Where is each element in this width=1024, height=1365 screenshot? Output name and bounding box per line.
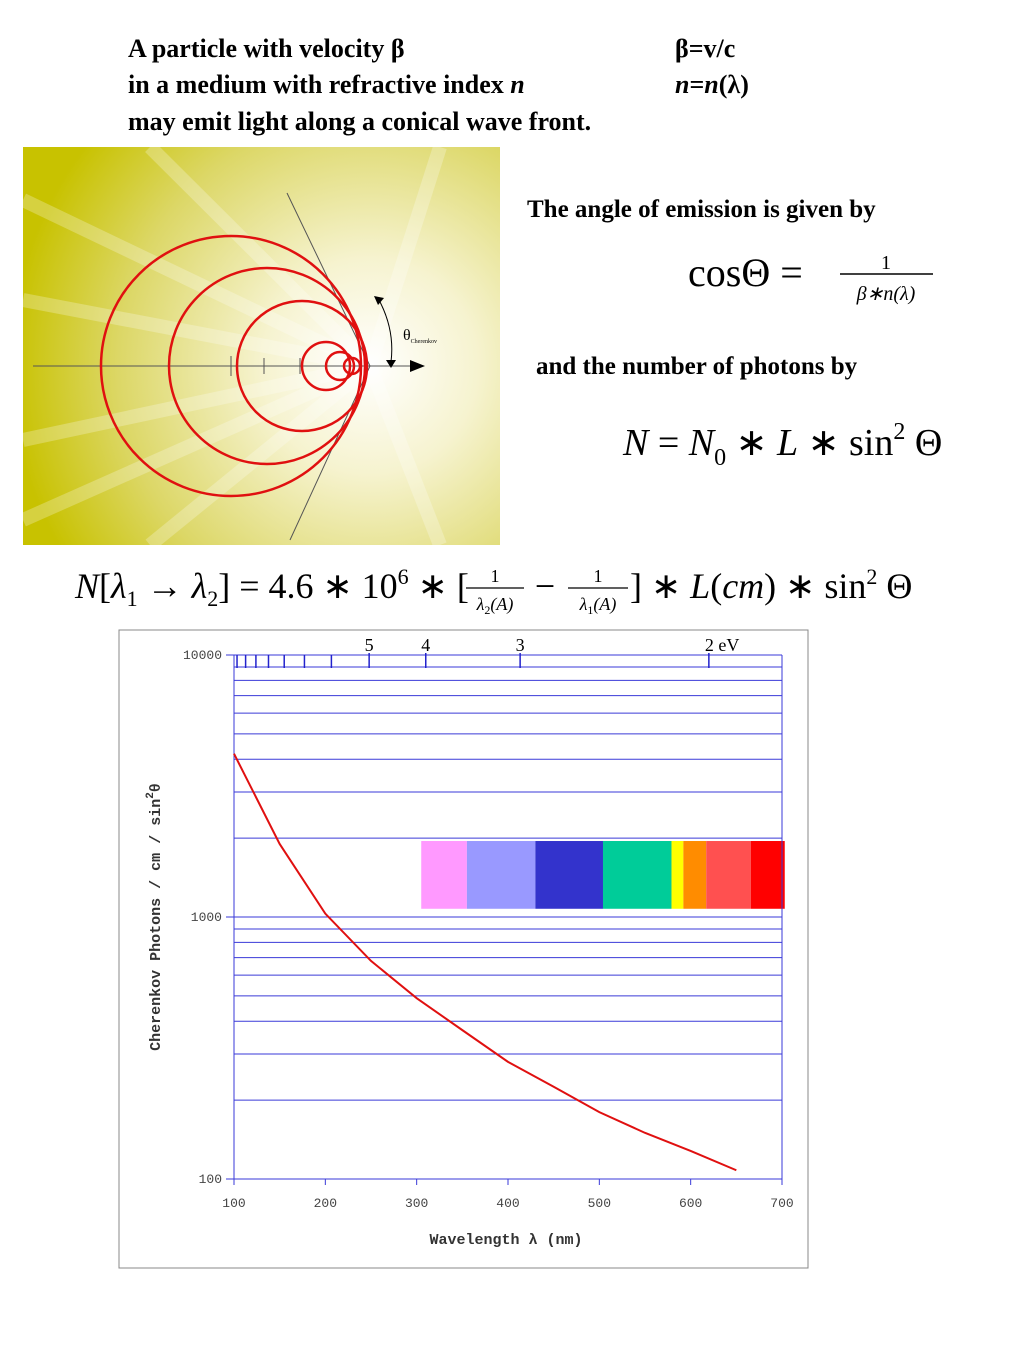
theta-sub: Cherenkov [411, 339, 437, 345]
frac-den: λ2(A) [476, 594, 514, 617]
intro-line: in a medium with refractive index n [128, 70, 525, 99]
spectrum-band [706, 841, 751, 909]
f: Θ [877, 566, 912, 606]
top-tick-label: 5 [365, 635, 374, 655]
f: L [689, 566, 710, 606]
formula-right: ] ∗ L(cm) ∗ sin2 Θ [630, 564, 912, 606]
n-def-part: = [689, 70, 704, 99]
f: L [776, 422, 798, 464]
f: λ [110, 566, 127, 606]
f: ∗ sin [798, 422, 893, 464]
angle-caption: The angle of emission is given by [527, 196, 876, 223]
top-tick-label: 2 eV [705, 635, 740, 655]
frac-den: β∗n(λ) [856, 283, 916, 305]
f: λ [191, 566, 208, 606]
f: ∗ [726, 422, 777, 464]
chart: 100 1000 10000 100 200 300 400 500 600 700 5 4 3 2 eV… [145, 635, 794, 1249]
f: ] = 4.6 ∗ 10 [218, 566, 397, 606]
x-tick-label: 700 [770, 1196, 793, 1211]
f: 1 [127, 586, 138, 611]
x-tick-label: 400 [496, 1196, 519, 1211]
frac-den: λ1(A) [579, 594, 617, 617]
top-tick-label: 3 [516, 635, 525, 655]
f: ( [710, 566, 722, 606]
beta-def: β=v/c [675, 34, 735, 63]
f: cm [722, 566, 764, 606]
frac-num: 1 [881, 252, 891, 274]
intro-line: may emit light along a conical wave fron… [128, 107, 591, 136]
intro-var: n [510, 70, 524, 99]
x-tick-label: 600 [679, 1196, 702, 1211]
photons-caption: and the number of photons by [536, 353, 858, 380]
cos-lhs: cosΘ = [688, 250, 803, 295]
y-label-part: θ [148, 783, 165, 792]
spectrum-band [602, 841, 672, 909]
x-axis-label: Wavelength λ (nm) [429, 1232, 582, 1249]
f: N [74, 566, 101, 606]
formula-left: N[λ1 → λ2] = 4.6 ∗ 106 ∗ [ [74, 564, 469, 611]
f: ] ∗ [630, 566, 690, 606]
x-tick-label: 100 [222, 1196, 245, 1211]
intro-line: A particle with velocity β [128, 34, 405, 63]
spectrum-band [750, 841, 785, 909]
f: = [648, 422, 688, 464]
f: λ [579, 594, 588, 614]
frac-num: 1 [491, 566, 500, 586]
theta-label: θCherenkov [403, 327, 437, 345]
y-tick-label: 10000 [183, 648, 222, 663]
n-def: n=n(λ) [675, 70, 749, 99]
x-tick-label: 300 [405, 1196, 428, 1211]
data-line [233, 753, 737, 1172]
photons-formula: N = N0 ∗ L ∗ sin2 Θ [622, 419, 942, 471]
y-axis-label: Cherenkov Photons / cm / sin2θ [145, 783, 165, 1051]
spectrum-band [421, 841, 467, 909]
spectrum-band [535, 841, 603, 909]
n-def-part: n [704, 70, 718, 99]
f: N [622, 422, 651, 464]
f: 0 [714, 445, 726, 471]
y-label-part: Cherenkov Photons / cm / sin [148, 799, 165, 1051]
f: ) ∗ sin [764, 566, 866, 606]
f: (A) [490, 594, 513, 615]
f: 2 [207, 586, 218, 611]
frac-num: 1 [594, 566, 603, 586]
y-tick-label: 100 [199, 1172, 222, 1187]
theta: θ [403, 327, 411, 344]
minus: − [535, 566, 555, 606]
spectrum-band [683, 841, 707, 909]
f: N [688, 422, 717, 464]
x-tick-label: 200 [314, 1196, 337, 1211]
cherenkov-diagram: θCherenkov [19, 142, 500, 551]
f: 1 [587, 603, 593, 617]
f: (A) [593, 594, 616, 615]
n-def-part: n [675, 70, 689, 99]
intro-text: in a medium with refractive index [128, 70, 510, 99]
y-label-part: 2 [145, 792, 157, 799]
spectrum-band [671, 841, 684, 909]
f: Θ [905, 422, 942, 464]
f: 6 [398, 564, 409, 589]
top-tick-label: 4 [421, 635, 430, 655]
f: 2 [866, 564, 877, 589]
chart-frame [118, 629, 809, 1269]
f: [ [99, 566, 111, 606]
f: 2 [893, 419, 905, 445]
x-tick-label: 500 [588, 1196, 611, 1211]
f: ∗ [ [409, 566, 469, 606]
spectrum-band [466, 841, 536, 909]
f: → [138, 566, 192, 606]
y-tick-label: 1000 [191, 910, 222, 925]
f: 2 [484, 603, 490, 617]
n-def-part: (λ) [719, 70, 749, 99]
f: λ [476, 594, 485, 614]
